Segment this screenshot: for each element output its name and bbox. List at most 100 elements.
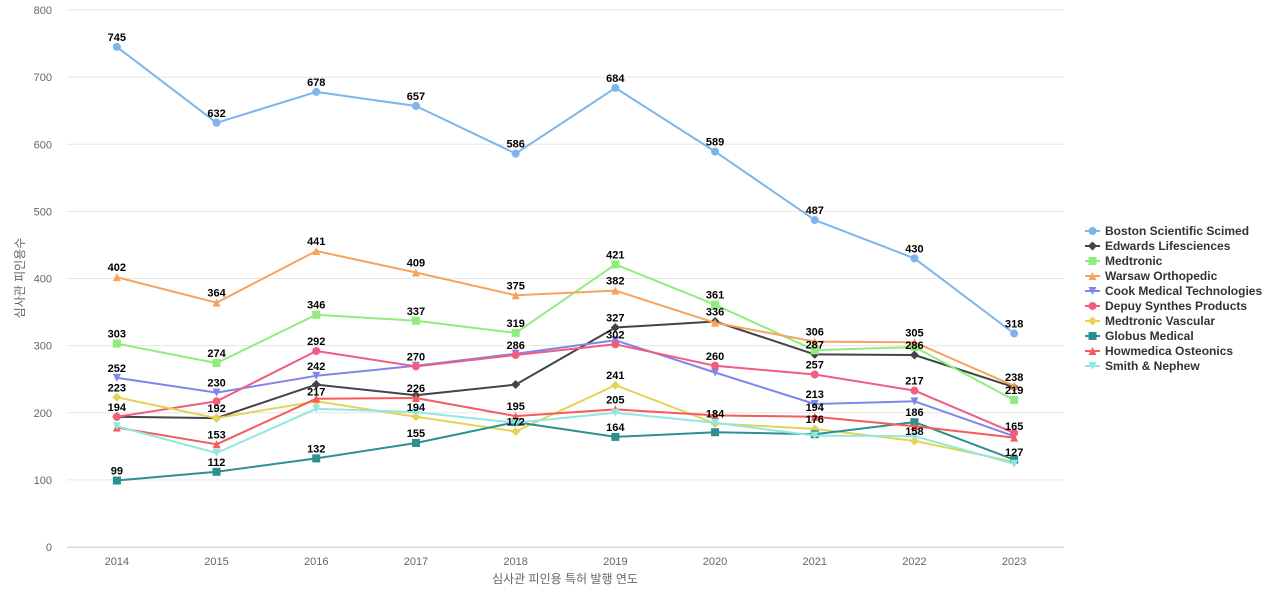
legend-marker[interactable] xyxy=(1088,302,1097,310)
data-point[interactable] xyxy=(511,328,520,337)
data-point[interactable] xyxy=(810,216,819,225)
data-point[interactable] xyxy=(1010,433,1019,442)
legend-marker[interactable] xyxy=(1088,287,1097,295)
data-point[interactable] xyxy=(610,380,620,390)
series-line[interactable] xyxy=(115,339,1016,438)
data-point[interactable] xyxy=(112,339,121,348)
data-point[interactable] xyxy=(212,440,221,449)
series-line[interactable] xyxy=(115,45,1016,335)
data-point[interactable] xyxy=(711,147,720,156)
data-point[interactable] xyxy=(909,350,919,360)
data-point[interactable] xyxy=(711,300,720,309)
data-point[interactable] xyxy=(1010,329,1019,338)
data-point[interactable] xyxy=(909,436,919,446)
data-point[interactable] xyxy=(312,404,321,413)
data-point[interactable] xyxy=(212,413,222,423)
data-point[interactable] xyxy=(711,418,720,427)
legend-marker[interactable] xyxy=(1088,347,1097,355)
data-point[interactable] xyxy=(611,336,620,345)
legend-item[interactable]: Medtronic xyxy=(1085,254,1163,268)
data-point[interactable] xyxy=(910,397,919,406)
legend-item[interactable]: Warsaw Orthopedic xyxy=(1085,269,1218,283)
data-point[interactable] xyxy=(810,400,819,409)
data-point[interactable] xyxy=(511,418,520,427)
data-point[interactable] xyxy=(312,346,321,355)
data-point[interactable] xyxy=(311,380,321,390)
data-point[interactable] xyxy=(212,467,221,476)
data-point[interactable] xyxy=(411,412,421,422)
legend-marker[interactable] xyxy=(1088,316,1097,326)
data-point[interactable] xyxy=(411,408,420,417)
data-point[interactable] xyxy=(112,476,121,485)
data-point[interactable] xyxy=(112,273,121,282)
legend-marker[interactable] xyxy=(1088,257,1097,265)
data-point[interactable] xyxy=(411,316,420,325)
data-point[interactable] xyxy=(810,337,819,346)
legend-marker[interactable] xyxy=(1088,332,1097,340)
data-point[interactable] xyxy=(112,412,121,421)
data-point[interactable] xyxy=(212,118,221,127)
series-line[interactable] xyxy=(115,384,1016,463)
data-point[interactable] xyxy=(910,422,919,431)
data-point[interactable] xyxy=(611,408,620,417)
series-line[interactable] xyxy=(115,407,1016,465)
legend-marker[interactable] xyxy=(1088,362,1097,370)
data-point[interactable] xyxy=(611,83,620,92)
data-point[interactable] xyxy=(610,323,620,333)
data-point[interactable] xyxy=(411,362,420,371)
data-point[interactable] xyxy=(312,454,321,463)
data-point[interactable] xyxy=(1010,455,1019,464)
data-point[interactable] xyxy=(212,397,221,406)
data-point[interactable] xyxy=(910,432,919,441)
legend-item[interactable]: Cook Medical Technologies xyxy=(1085,284,1262,298)
data-point[interactable] xyxy=(910,342,919,351)
data-point[interactable] xyxy=(910,338,919,347)
data-point[interactable] xyxy=(711,361,720,370)
data-point[interactable] xyxy=(511,149,520,158)
legend-item[interactable]: Depuy Synthes Products xyxy=(1085,299,1247,313)
series-line[interactable] xyxy=(115,263,1016,401)
legend-item[interactable]: Howmedica Osteonics xyxy=(1085,344,1233,358)
legend-item[interactable]: Smith & Nephew xyxy=(1085,359,1200,373)
data-point[interactable] xyxy=(212,449,221,458)
data-point[interactable] xyxy=(312,310,321,319)
data-point[interactable] xyxy=(112,422,121,431)
legend-item[interactable]: Edwards Lifesciences xyxy=(1085,239,1231,253)
data-point[interactable] xyxy=(611,260,620,269)
data-point[interactable] xyxy=(312,87,321,96)
legend-marker[interactable] xyxy=(1088,241,1097,251)
data-point[interactable] xyxy=(611,340,620,349)
series-line[interactable] xyxy=(115,421,1016,482)
data-point[interactable] xyxy=(212,388,221,397)
data-point[interactable] xyxy=(1010,395,1019,404)
data-point[interactable] xyxy=(511,412,520,421)
data-point[interactable] xyxy=(1010,459,1019,468)
data-point[interactable] xyxy=(112,373,121,382)
data-point[interactable] xyxy=(711,368,720,377)
data-point[interactable] xyxy=(611,432,620,441)
data-point[interactable] xyxy=(910,386,919,395)
data-point[interactable] xyxy=(810,346,819,355)
data-point[interactable] xyxy=(1010,381,1019,390)
data-point[interactable] xyxy=(910,418,919,427)
series-line[interactable] xyxy=(115,343,1016,434)
legend-item[interactable]: Globus Medical xyxy=(1085,329,1194,343)
data-point[interactable] xyxy=(611,286,620,295)
data-point[interactable] xyxy=(212,359,221,368)
data-point[interactable] xyxy=(511,291,520,300)
legend-marker[interactable] xyxy=(1088,227,1097,235)
data-point[interactable] xyxy=(411,101,420,110)
data-point[interactable] xyxy=(112,392,122,402)
series-line[interactable] xyxy=(115,250,1016,387)
legend-item[interactable]: Boston Scientific Scimed xyxy=(1085,224,1249,238)
data-point[interactable] xyxy=(810,431,819,440)
data-point[interactable] xyxy=(711,428,720,437)
data-point[interactable] xyxy=(511,380,521,390)
data-point[interactable] xyxy=(411,268,420,277)
data-point[interactable] xyxy=(411,393,420,402)
legend-marker[interactable] xyxy=(1088,272,1097,280)
data-point[interactable] xyxy=(511,351,520,360)
series-line[interactable] xyxy=(115,320,1016,420)
data-point[interactable] xyxy=(411,438,420,447)
